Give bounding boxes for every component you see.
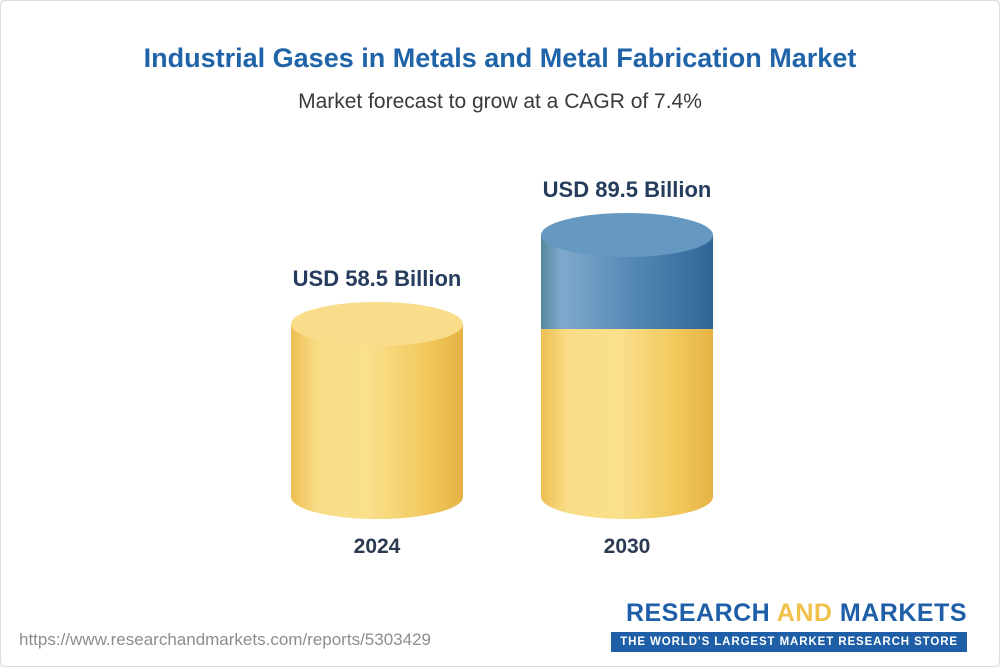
bar-group-2030: USD 89.5 Billion — [507, 177, 747, 559]
cylinder-2030 — [541, 213, 713, 519]
cylinder-2024 — [291, 302, 463, 519]
chart-header: Industrial Gases in Metals and Metal Fab… — [1, 1, 999, 114]
logo-word-and: AND — [776, 599, 833, 627]
logo-tagline: THE WORLD'S LARGEST MARKET RESEARCH STOR… — [611, 632, 967, 652]
value-label-2030: USD 89.5 Billion — [542, 177, 712, 202]
logo-word-markets: MARKETS — [839, 599, 967, 627]
logo-wordmark: RESEARCH AND MARKETS — [626, 599, 967, 628]
report-url: https://www.researchandmarkets.com/repor… — [19, 630, 431, 649]
research-and-markets-logo: RESEARCH AND MARKETS THE WORLD'S LARGEST… — [611, 599, 967, 652]
value-label-2024: USD 58.5 Billion — [292, 266, 462, 291]
cylinder-2024-body — [291, 324, 463, 519]
year-label-2024: 2024 — [353, 535, 401, 558]
logo-word-research: RESEARCH — [625, 599, 771, 627]
cylinder-2030-blue-segment — [541, 235, 713, 329]
cylinder-2024-top — [291, 302, 463, 346]
chart-title: Industrial Gases in Metals and Metal Fab… — [143, 43, 857, 73]
cylinder-2030-top — [541, 213, 713, 257]
bar-group-2024: USD 58.5 Billion 2024 — [257, 266, 497, 559]
cylinder-2030-yellow-segment — [541, 329, 713, 519]
chart-subtitle: Market forecast to grow at a CAGR of 7.4… — [298, 90, 702, 113]
year-label-2030: 2030 — [603, 535, 651, 558]
